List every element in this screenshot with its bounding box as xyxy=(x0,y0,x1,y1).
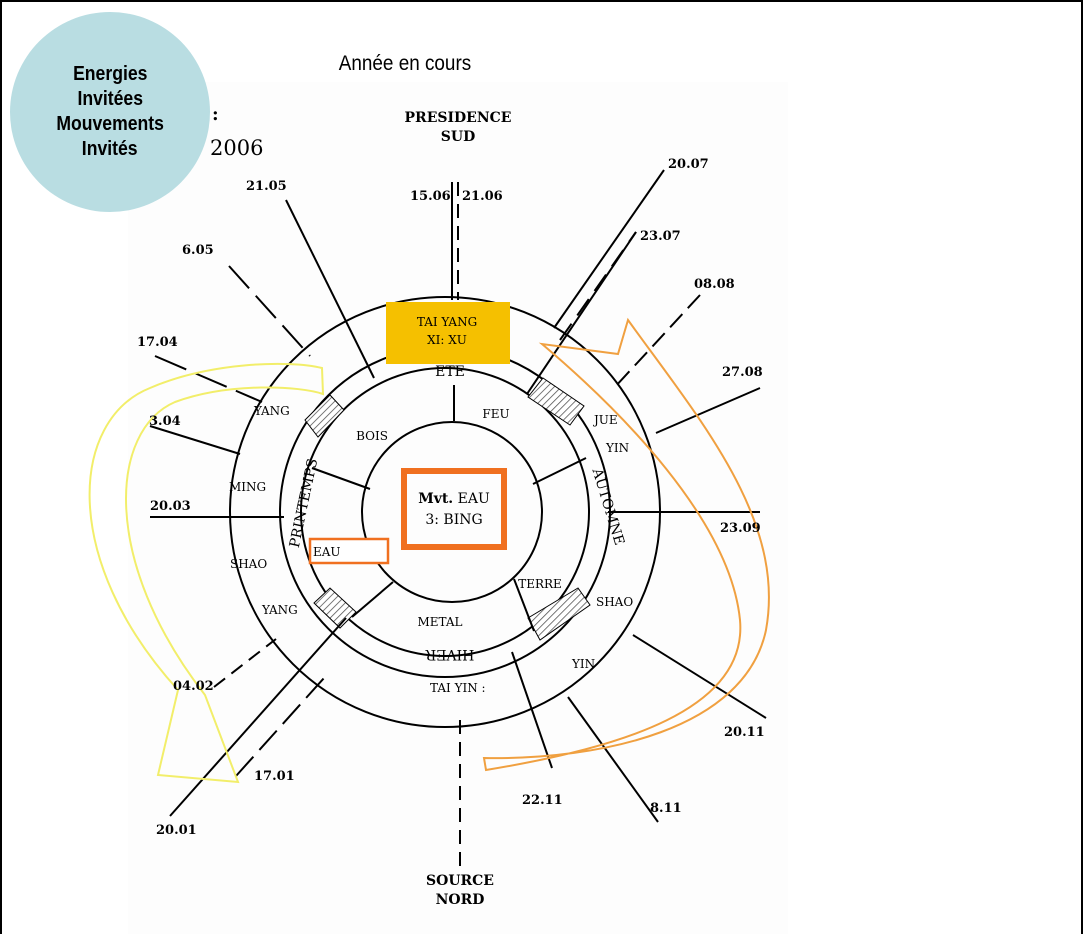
energy-shao-1: SHAO xyxy=(230,557,267,571)
date-label: 23.07 xyxy=(640,229,681,244)
date-label: 6.05 xyxy=(182,243,214,258)
tai-yang-label: TAI YANG xyxy=(417,315,477,329)
orange-curved-arrow xyxy=(482,317,770,772)
date-label: 20.03 xyxy=(150,499,191,514)
energy-yin-1: YIN xyxy=(605,441,629,455)
season-ring xyxy=(300,367,590,657)
page-title: Année en cours xyxy=(338,52,472,75)
header-colon: : xyxy=(212,104,219,125)
source-label: SOURCE xyxy=(426,873,494,889)
date-label: 17.04 xyxy=(137,335,178,350)
date-label: 20.01 xyxy=(156,823,197,838)
badge-line: Invitées xyxy=(77,88,143,110)
element-metal: METAL xyxy=(417,615,462,629)
hatched-segment-bottom-right xyxy=(527,587,591,641)
date-label: 08.08 xyxy=(694,277,735,292)
date-label: 8.11 xyxy=(650,801,682,816)
badge-line: Energies xyxy=(72,63,148,85)
center-movement-line2: 3: BING xyxy=(425,512,482,528)
energy-tai-yin: TAI YIN : xyxy=(430,681,486,695)
xi-xu-label: XI: XU xyxy=(427,333,467,347)
season-ete: ETE xyxy=(435,364,465,380)
element-terre: TERRE xyxy=(518,577,562,591)
tai-yang-highlight-box xyxy=(386,302,510,364)
date-label: 27.08 xyxy=(722,365,763,380)
date-label: 21.05 xyxy=(246,179,287,194)
energy-ming: MING xyxy=(229,480,266,494)
center-movement-line1: Mvt. EAU xyxy=(418,491,490,507)
scanned-diagram-background xyxy=(128,82,788,934)
year-label: 2006 xyxy=(210,136,264,160)
energy-yang-2: YANG xyxy=(261,603,298,617)
date-label: 23.09 xyxy=(720,521,761,536)
yellow-curved-arrow xyxy=(88,362,325,784)
inner-ring xyxy=(361,421,543,603)
element-feu: FEU xyxy=(482,407,509,421)
sud-label: SUD xyxy=(441,129,475,145)
element-bois: BOIS xyxy=(356,429,388,443)
date-label: 22.11 xyxy=(522,793,563,808)
badge-line: Invités xyxy=(82,138,138,160)
date-lines xyxy=(149,169,767,866)
season-printemps: PRINTEMPS xyxy=(287,457,321,549)
energies-badge: Energies Invitées Mouvements Invités xyxy=(10,12,210,212)
date-label: 17.01 xyxy=(254,769,295,784)
presidence-label: PRESIDENCE xyxy=(405,110,512,126)
hatched-segment-top-left xyxy=(304,394,345,438)
date-label: 21.06 xyxy=(462,189,503,204)
hatched-segment-top-right xyxy=(527,377,585,426)
date-label: 04.02 xyxy=(173,679,214,694)
badge-line: Mouvements xyxy=(56,113,164,135)
energy-yang-1: YANG xyxy=(253,404,290,418)
element-dividers xyxy=(311,385,587,632)
date-label: 15.06 xyxy=(410,189,451,204)
energy-shao-2: SHAO xyxy=(596,595,633,609)
nord-label: NORD xyxy=(436,892,485,908)
energy-yin-2: YIN xyxy=(571,657,595,671)
center-movement-box xyxy=(401,468,507,550)
date-label: 3.04 xyxy=(149,414,181,429)
date-label: 20.11 xyxy=(724,725,765,740)
eau-highlight-box xyxy=(308,537,390,565)
energy-jue: JUE xyxy=(592,413,618,427)
season-hiver: HIVER xyxy=(425,646,474,662)
hatched-segment-bottom-left xyxy=(313,587,357,629)
element-eau: EAU xyxy=(313,545,341,559)
date-label: 20.07 xyxy=(668,157,709,172)
